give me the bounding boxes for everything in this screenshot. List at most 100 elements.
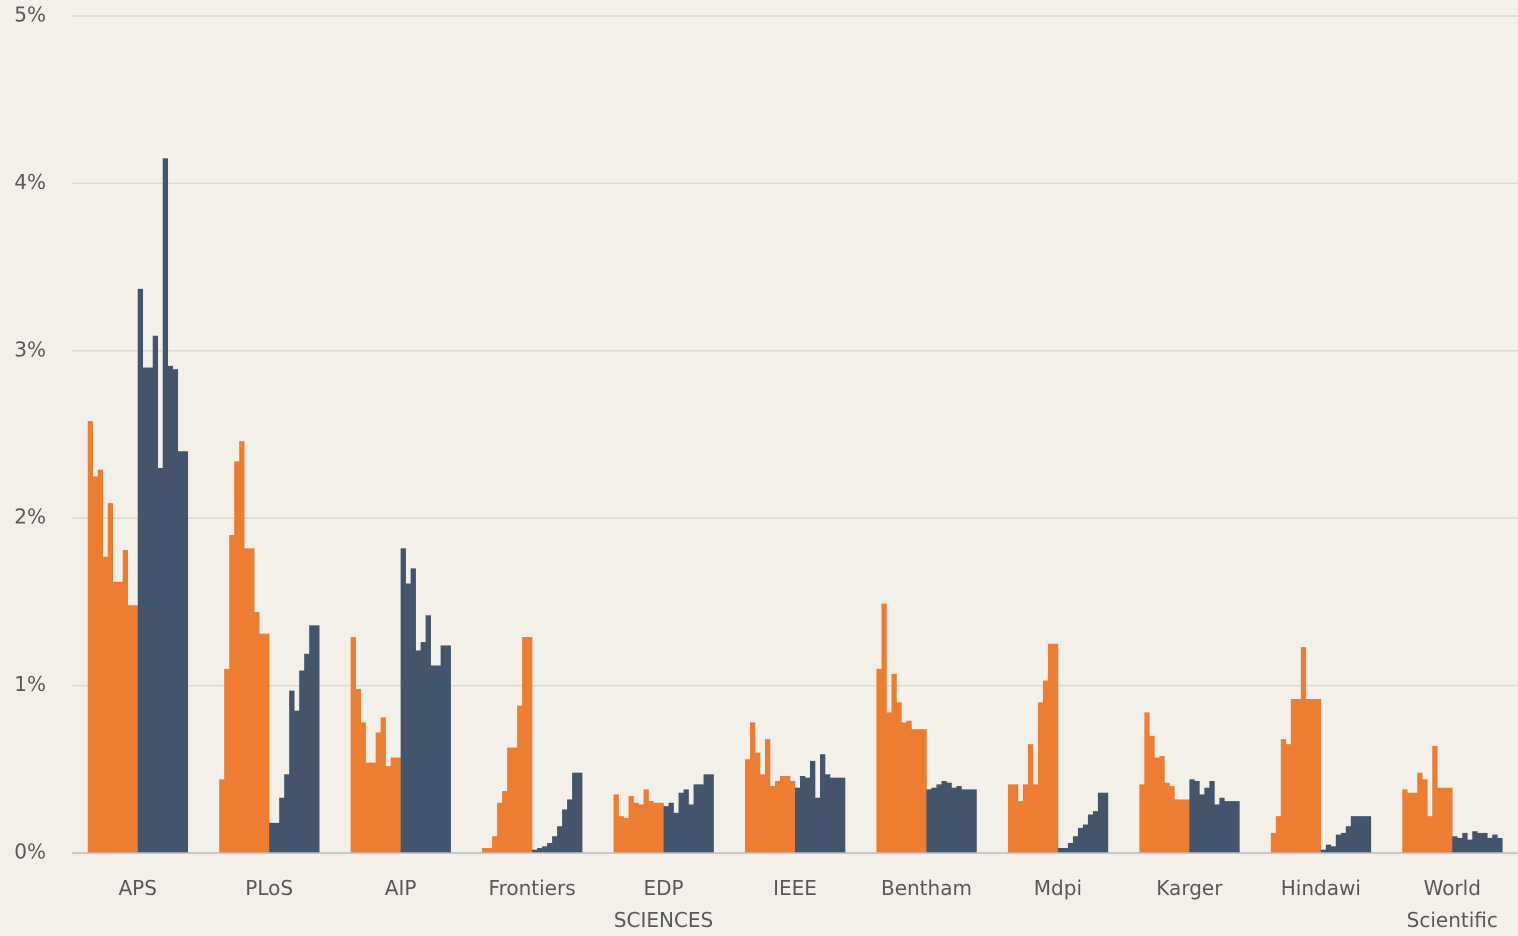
bar bbox=[142, 367, 149, 853]
bar bbox=[1447, 787, 1453, 853]
bar bbox=[946, 782, 952, 853]
bar bbox=[507, 747, 513, 853]
bar bbox=[370, 762, 376, 853]
bar bbox=[703, 774, 709, 853]
y-tick-label: 5% bbox=[14, 3, 46, 27]
bar bbox=[830, 777, 836, 853]
bar bbox=[1062, 847, 1069, 853]
bar bbox=[1052, 643, 1059, 853]
bar bbox=[770, 786, 776, 853]
bar bbox=[1204, 787, 1210, 853]
bar bbox=[643, 789, 649, 853]
bar bbox=[1452, 836, 1458, 853]
bar bbox=[916, 729, 922, 853]
bar bbox=[1159, 755, 1165, 853]
bar bbox=[234, 461, 240, 853]
bar bbox=[229, 534, 235, 853]
bar bbox=[157, 467, 164, 853]
x-tick-label: Frontiers bbox=[488, 876, 576, 900]
bar bbox=[284, 774, 290, 853]
bar bbox=[112, 581, 119, 853]
bar bbox=[1199, 794, 1205, 853]
bar bbox=[547, 842, 553, 853]
bar bbox=[557, 826, 563, 853]
x-tick-label: Bentham bbox=[880, 876, 972, 900]
bar bbox=[304, 653, 310, 853]
bar bbox=[765, 739, 771, 853]
bar bbox=[1234, 801, 1240, 853]
bar bbox=[482, 847, 488, 853]
bar bbox=[1270, 832, 1277, 853]
x-tick-label: AIP bbox=[384, 876, 417, 900]
bar bbox=[405, 583, 411, 853]
bar bbox=[623, 817, 629, 853]
bar bbox=[152, 335, 159, 853]
bar bbox=[1027, 744, 1034, 853]
bar bbox=[688, 804, 694, 853]
bar bbox=[572, 772, 578, 853]
bar bbox=[492, 836, 498, 853]
bar bbox=[693, 784, 699, 853]
bar bbox=[239, 441, 245, 853]
bar bbox=[1037, 702, 1044, 853]
bar bbox=[1402, 789, 1408, 853]
bar bbox=[274, 822, 280, 853]
bar bbox=[400, 548, 406, 853]
bar bbox=[162, 158, 169, 854]
x-tick-label: Mdpi bbox=[1033, 876, 1082, 900]
bar bbox=[810, 760, 816, 853]
bar bbox=[1412, 792, 1418, 853]
bar bbox=[911, 729, 917, 853]
bar bbox=[430, 665, 436, 853]
bar bbox=[269, 822, 275, 853]
bar bbox=[299, 670, 305, 853]
x-tick-label: World Scientific bbox=[1406, 876, 1498, 932]
bar bbox=[1189, 779, 1195, 853]
bar bbox=[1139, 784, 1145, 853]
bar bbox=[532, 849, 538, 853]
bar bbox=[618, 816, 624, 853]
bar bbox=[891, 673, 897, 853]
bar bbox=[224, 668, 230, 853]
bar bbox=[502, 791, 508, 853]
bar bbox=[1102, 792, 1109, 853]
bar bbox=[420, 642, 426, 853]
y-tick-label: 2% bbox=[14, 505, 46, 529]
bar bbox=[1229, 801, 1235, 853]
bar bbox=[760, 774, 766, 853]
bar bbox=[1214, 804, 1220, 853]
bar bbox=[931, 787, 937, 853]
bar bbox=[1467, 839, 1473, 853]
bar bbox=[259, 633, 265, 853]
bar bbox=[971, 789, 977, 853]
bar bbox=[147, 367, 154, 853]
bar bbox=[1492, 834, 1498, 853]
y-tick-label: 0% bbox=[14, 840, 46, 864]
bar bbox=[1209, 781, 1215, 853]
bar bbox=[805, 777, 811, 853]
bar bbox=[117, 581, 124, 853]
bar bbox=[1174, 799, 1180, 853]
bar bbox=[1097, 792, 1104, 853]
bar bbox=[628, 796, 634, 853]
bar bbox=[1179, 799, 1185, 853]
bar bbox=[1032, 784, 1039, 853]
bar bbox=[800, 775, 806, 853]
bar bbox=[1082, 824, 1089, 853]
y-tick-label: 1% bbox=[14, 672, 46, 696]
bar bbox=[956, 786, 962, 853]
bar bbox=[820, 754, 826, 853]
bar bbox=[1224, 801, 1230, 853]
bar bbox=[1219, 797, 1225, 853]
bar bbox=[941, 781, 947, 853]
bar bbox=[219, 779, 225, 853]
bar bbox=[537, 847, 543, 853]
bar bbox=[1497, 837, 1503, 853]
bar bbox=[497, 802, 503, 853]
bar bbox=[309, 625, 315, 853]
bar bbox=[1350, 816, 1357, 853]
bar bbox=[745, 759, 751, 853]
bar bbox=[244, 548, 250, 853]
bar bbox=[1194, 781, 1200, 853]
bar bbox=[1417, 772, 1423, 853]
